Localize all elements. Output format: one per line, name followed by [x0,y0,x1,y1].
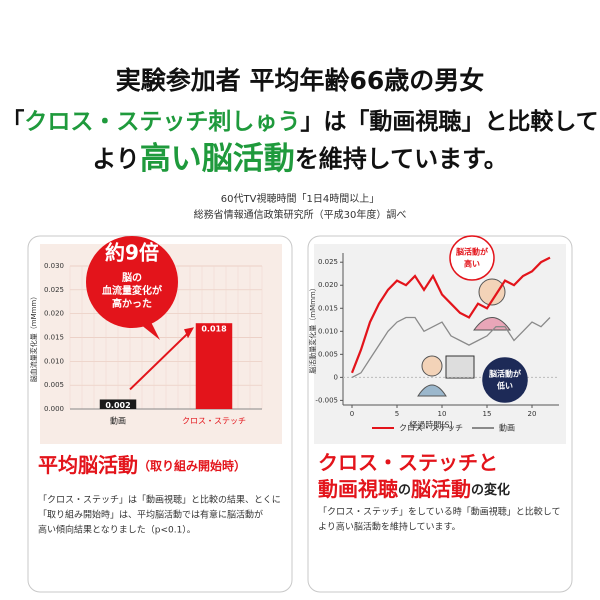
callout-text: 脳の [122,272,142,284]
illustration-man [417,355,475,397]
y-tick-label: 0.005 [318,350,338,358]
callout-text: 高い [464,259,480,269]
y-tick-label: -0.005 [315,396,338,404]
caption-part: の変化 [471,482,510,498]
series-line [350,256,551,374]
caption-line2: 動画視聴の脳活動の変化 [318,477,510,501]
legend-label: 動画 [499,424,515,433]
callout-tail [140,320,160,340]
headline-part: 動画視聴 [369,109,461,135]
callout-bubble [449,235,495,281]
x-tick-label: 15 [483,410,492,418]
source-line: 総務省情報通信政策研究所（平成30年度）調べ [194,208,407,221]
x-tick-label: 5 [395,410,399,418]
trend-arrow [129,332,189,391]
callout-circle [86,236,178,328]
x-tick-label: クロス・ステッチ [182,417,246,426]
y-tick-label: 0.015 [318,304,338,312]
bar [99,399,137,409]
trend-arrow-head [184,327,194,339]
description: 「クロス・ステッチ」は「動画視聴」と比較の結果、とくに [38,494,281,506]
callout-text: 脳活動が [455,247,489,257]
x-tick-label: 10 [438,410,447,418]
callout-text: 血流量変化が [102,284,163,297]
caption-line1: クロス・ステッチと [318,451,498,475]
right-chart-bg [314,244,566,444]
y-tick-label: 0.025 [44,286,64,294]
y-axis-title: 脳活動量変化量（mMmm） [308,284,317,374]
y-axis-title: 脳血流量変化量（mMmm） [29,293,38,383]
caption-part: 動画視聴 [318,477,398,501]
x-axis-title: 経過時間[S] [409,420,452,430]
headline-part: 」と比較して [461,108,598,135]
legend-label: クロス・ステッチ [399,424,463,433]
description: 高い傾向結果となりました（p<0.1）。 [38,524,196,536]
headline-line2: 「クロス・ステッチ刺しゅう」は「動画視聴」と比較して [1,108,598,135]
bar [195,323,233,409]
y-tick-label: 0.020 [318,281,338,289]
right-panel [307,235,573,593]
headline-part: 高い脳活動 [140,141,295,177]
description: より高い脳活動を維持しています。 [318,521,461,533]
y-tick-label: 0.020 [44,310,64,318]
caption-sub: （取り組み開始時） [138,458,246,473]
y-tick-label: 0 [334,373,338,381]
x-tick-label: 0 [350,410,354,418]
headline-part: 」は「 [300,109,369,135]
y-tick-label: 0.025 [318,258,338,266]
callout-headline: 約9倍 [105,241,159,265]
headline-line3: より高い脳活動を維持しています。 [92,141,507,177]
bar-value-label: 0.002 [105,401,130,410]
headline-part: 「 [1,109,24,135]
callout-text: 低い [496,381,513,391]
callout-text: 高かった [112,297,152,310]
description: 「取り組み開始時」は、平均脳活動では有意に脳活動が [38,509,263,521]
left-panel [27,235,293,593]
caption-main: 平均脳活動 [38,453,138,477]
x-tick-label: 20 [528,410,537,418]
y-tick-label: 0.015 [44,334,64,342]
x-tick-label: 動画 [110,417,126,426]
series-line [351,316,551,378]
bar-value-label: 0.018 [201,325,227,334]
caption: 平均脳活動（取り組み開始時） [38,453,246,477]
source-line: 60代TV視聴時間「1日4時間以上」 [221,192,379,205]
y-tick-label: 0.010 [318,327,338,335]
y-tick-label: 0.010 [44,357,64,365]
y-tick-label: 0.005 [44,381,64,389]
y-tick-label: 0.000 [44,405,64,413]
caption-part: の [398,483,411,498]
headline-part: を維持しています。 [295,145,508,173]
headline-part: より [92,145,140,173]
headline-line1: 実験参加者 平均年齢66歳の男女 [116,66,485,95]
y-tick-label: 0.030 [44,262,64,270]
callout-bubble [482,357,528,403]
caption-part: 脳活動 [410,477,471,501]
callout-text: 脳活動が [488,369,522,379]
headline-part: クロス・ステッチ刺しゅう [24,109,300,135]
description: 「クロス・ステッチ」をしている時「動画視聴」と比較して [318,506,560,518]
